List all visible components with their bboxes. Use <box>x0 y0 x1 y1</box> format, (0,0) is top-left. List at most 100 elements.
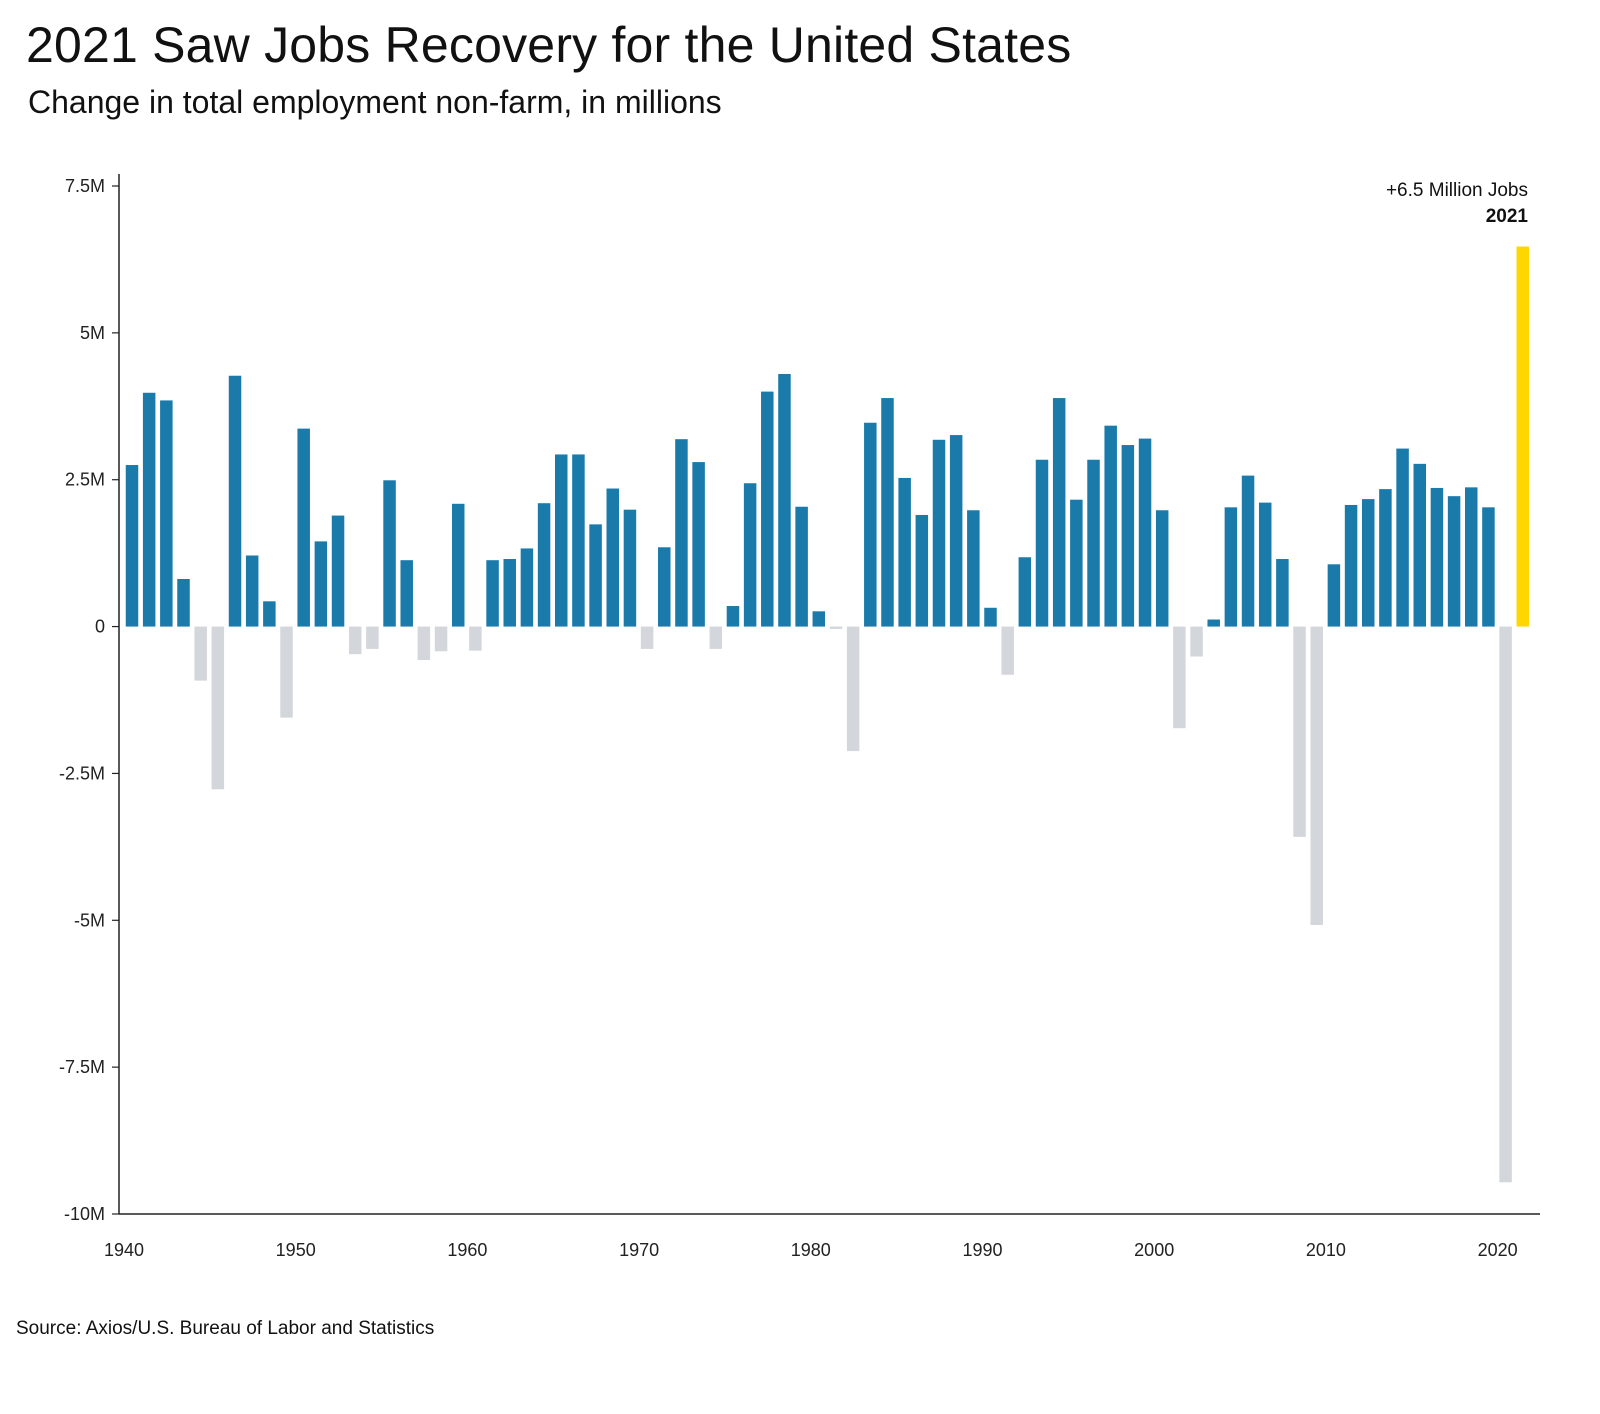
chart-title: 2021 Saw Jobs Recovery for the United St… <box>26 17 1072 73</box>
bar-2003 <box>1207 619 1220 627</box>
bar-1979 <box>795 506 808 627</box>
bar-1994 <box>1052 398 1066 627</box>
bar-2014 <box>1396 448 1409 627</box>
x-tick-label: 2010 <box>1306 1240 1346 1260</box>
bar-1977 <box>761 391 774 627</box>
bar-1944 <box>194 626 207 681</box>
bar-2006 <box>1258 502 1272 627</box>
bar-1947 <box>245 555 259 627</box>
bar-1976 <box>743 483 757 627</box>
bar-1953 <box>348 626 362 655</box>
bar-1963 <box>520 548 534 627</box>
bar-1985 <box>898 477 911 627</box>
bar-1945 <box>211 626 225 790</box>
bar-1980 <box>812 611 826 627</box>
y-tick-label: -10M <box>64 1204 105 1224</box>
bar-1982 <box>846 626 860 752</box>
bar-2017 <box>1447 496 1461 627</box>
bar-2001 <box>1173 626 1186 729</box>
annotation-group: +6.5 Million Jobs 2021 <box>1386 180 1528 227</box>
bar-2005 <box>1241 475 1255 627</box>
chart-subtitle: Change in total employment non-farm, in … <box>28 84 722 120</box>
bar-1973 <box>692 462 705 627</box>
bar-1984 <box>881 398 894 627</box>
bar-1954 <box>366 626 379 649</box>
bar-1950 <box>297 428 310 627</box>
bar-1991 <box>1001 626 1014 675</box>
bar-1981 <box>829 626 843 629</box>
x-tick-label: 1940 <box>104 1240 144 1260</box>
bar-1951 <box>314 541 328 627</box>
bar-2002 <box>1190 626 1203 657</box>
annotation-value: +6.5 Million Jobs <box>1386 180 1528 201</box>
x-tick-label: 1980 <box>791 1240 831 1260</box>
bar-1990 <box>984 607 997 627</box>
bar-2019 <box>1482 507 1495 627</box>
bar-2007 <box>1276 559 1289 627</box>
bar-1941 <box>142 392 156 627</box>
y-tick-label: 2.5M <box>65 470 105 490</box>
bar-1988 <box>949 435 963 627</box>
y-tick-label: 5M <box>80 323 105 343</box>
bar-2012 <box>1361 499 1375 627</box>
axes-group <box>112 174 1540 1215</box>
bars-group <box>125 246 1530 1183</box>
bar-1957 <box>417 626 431 661</box>
bar-2000 <box>1155 510 1169 627</box>
bar-2018 <box>1465 487 1478 627</box>
x-tick-label: 1970 <box>619 1240 659 1260</box>
bar-1956 <box>400 560 413 627</box>
bar-chart: 7.5M 5M 2.5M 0 -2.5M -5M -7.5M -10M 1940 1950 1960… <box>59 174 1540 1260</box>
source-note: Source: Axios/U.S. Bureau of Labor and S… <box>16 1318 435 1339</box>
bar-1955 <box>383 480 396 627</box>
y-tick-label: -5M <box>74 910 105 930</box>
bar-2015 <box>1413 463 1426 627</box>
bar-1965 <box>555 454 568 627</box>
bar-1962 <box>503 559 516 627</box>
bar-2013 <box>1379 489 1392 627</box>
bar-1992 <box>1018 557 1032 627</box>
bar-1942 <box>160 400 173 627</box>
bar-1948 <box>263 601 276 627</box>
bar-2021 <box>1516 246 1530 627</box>
tick-labels-group: 7.5M 5M 2.5M 0 -2.5M -5M -7.5M -10M 1940 1950 1960… <box>59 176 1518 1260</box>
bar-2004 <box>1224 507 1238 627</box>
bar-1960 <box>469 626 482 651</box>
bar-1969 <box>623 509 637 627</box>
bar-1964 <box>537 503 551 627</box>
x-tick-label: 1990 <box>962 1240 1002 1260</box>
bar-1966 <box>572 454 585 627</box>
bar-1972 <box>675 439 688 627</box>
bar-1997 <box>1104 425 1117 627</box>
bar-1967 <box>589 524 602 627</box>
bar-1940 <box>125 465 139 627</box>
bar-1987 <box>932 439 946 627</box>
bar-1983 <box>864 422 877 627</box>
bar-1968 <box>606 488 620 627</box>
bar-1970 <box>640 626 654 649</box>
bar-1993 <box>1035 459 1049 627</box>
bar-2010 <box>1327 564 1341 627</box>
bar-1952 <box>331 515 345 627</box>
bar-2016 <box>1430 487 1444 627</box>
y-tick-label: -2.5M <box>59 763 105 783</box>
y-tick-label: 0 <box>95 617 105 637</box>
bar-1959 <box>451 503 465 627</box>
bar-1971 <box>658 547 671 627</box>
bar-1958 <box>434 626 448 652</box>
bar-1978 <box>778 373 791 627</box>
bar-1998 <box>1121 445 1135 627</box>
bar-1949 <box>280 626 293 718</box>
bar-1974 <box>709 626 723 649</box>
y-tick-label: 7.5M <box>65 176 105 196</box>
bar-2008 <box>1293 626 1306 837</box>
bar-1961 <box>486 560 499 627</box>
bar-1943 <box>177 578 190 627</box>
x-tick-label: 2000 <box>1134 1240 1174 1260</box>
bar-1975 <box>726 606 740 627</box>
bar-1946 <box>228 375 242 627</box>
bar-1986 <box>915 514 929 627</box>
bar-2020 <box>1499 626 1512 1183</box>
bar-1989 <box>967 510 980 627</box>
x-tick-label: 1950 <box>276 1240 316 1260</box>
